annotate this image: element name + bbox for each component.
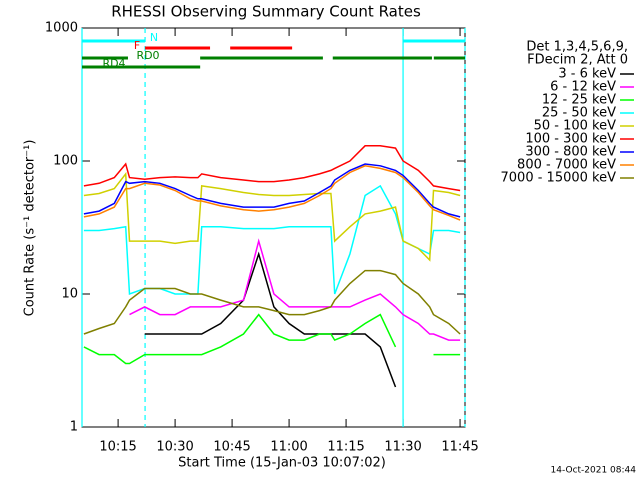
y-tick-label: 1 — [70, 420, 78, 435]
series-line — [83, 171, 461, 262]
legend-label: 800 - 7000 keV — [517, 158, 616, 173]
x-tick-label: 11:30 — [384, 440, 421, 455]
legend-header: Det 1,3,4,5,6,9, — [526, 40, 628, 55]
legend-label: 3 - 6 keV — [558, 67, 616, 82]
flag-label: RD4 — [102, 57, 125, 70]
series-line — [83, 165, 461, 221]
x-tick-label: 10:45 — [213, 440, 250, 455]
flag-label: N — [150, 31, 158, 44]
flag-label: F — [134, 39, 140, 52]
legend-label: 12 - 25 keV — [542, 93, 616, 108]
series-line — [83, 184, 461, 296]
series-line — [83, 313, 461, 365]
series-line — [83, 269, 461, 335]
legend-label: 6 - 12 keV — [550, 80, 616, 95]
legend-label: 7000 - 15000 keV — [501, 171, 617, 186]
x-tick-label: 10:15 — [99, 440, 136, 455]
series-line — [129, 238, 461, 341]
x-tick-label: 11:00 — [270, 440, 307, 455]
series-line — [83, 163, 461, 218]
series-line — [144, 251, 397, 388]
x-tick-label: 11:15 — [327, 440, 364, 455]
chart-title: RHESSI Observing Summary Count Rates — [111, 3, 421, 21]
plot-frame — [81, 27, 466, 428]
x-axis-label: Start Time (15-Jan-03 10:07:02) — [178, 456, 386, 471]
y-tick-label: 1000 — [45, 21, 78, 36]
legend-label: 100 - 300 keV — [525, 132, 616, 147]
x-tick-label: 10:30 — [156, 440, 193, 455]
legend-label: 50 - 100 keV — [534, 119, 617, 134]
y-tick-label: 100 — [53, 154, 78, 169]
y-axis-label: Count Rate (s⁻¹ detector⁻¹) — [23, 140, 38, 317]
legend-label: 25 - 50 keV — [542, 106, 616, 121]
series-line — [83, 145, 461, 192]
flag-label: RD0 — [136, 49, 159, 62]
legend-label: 300 - 800 keV — [525, 145, 616, 160]
legend-header: FDecim 2, Att 0 — [527, 53, 628, 68]
x-tick-label: 11:45 — [441, 440, 478, 455]
footer: 14-Oct-2021 08:44 — [551, 466, 637, 476]
y-tick-label: 10 — [61, 287, 78, 302]
